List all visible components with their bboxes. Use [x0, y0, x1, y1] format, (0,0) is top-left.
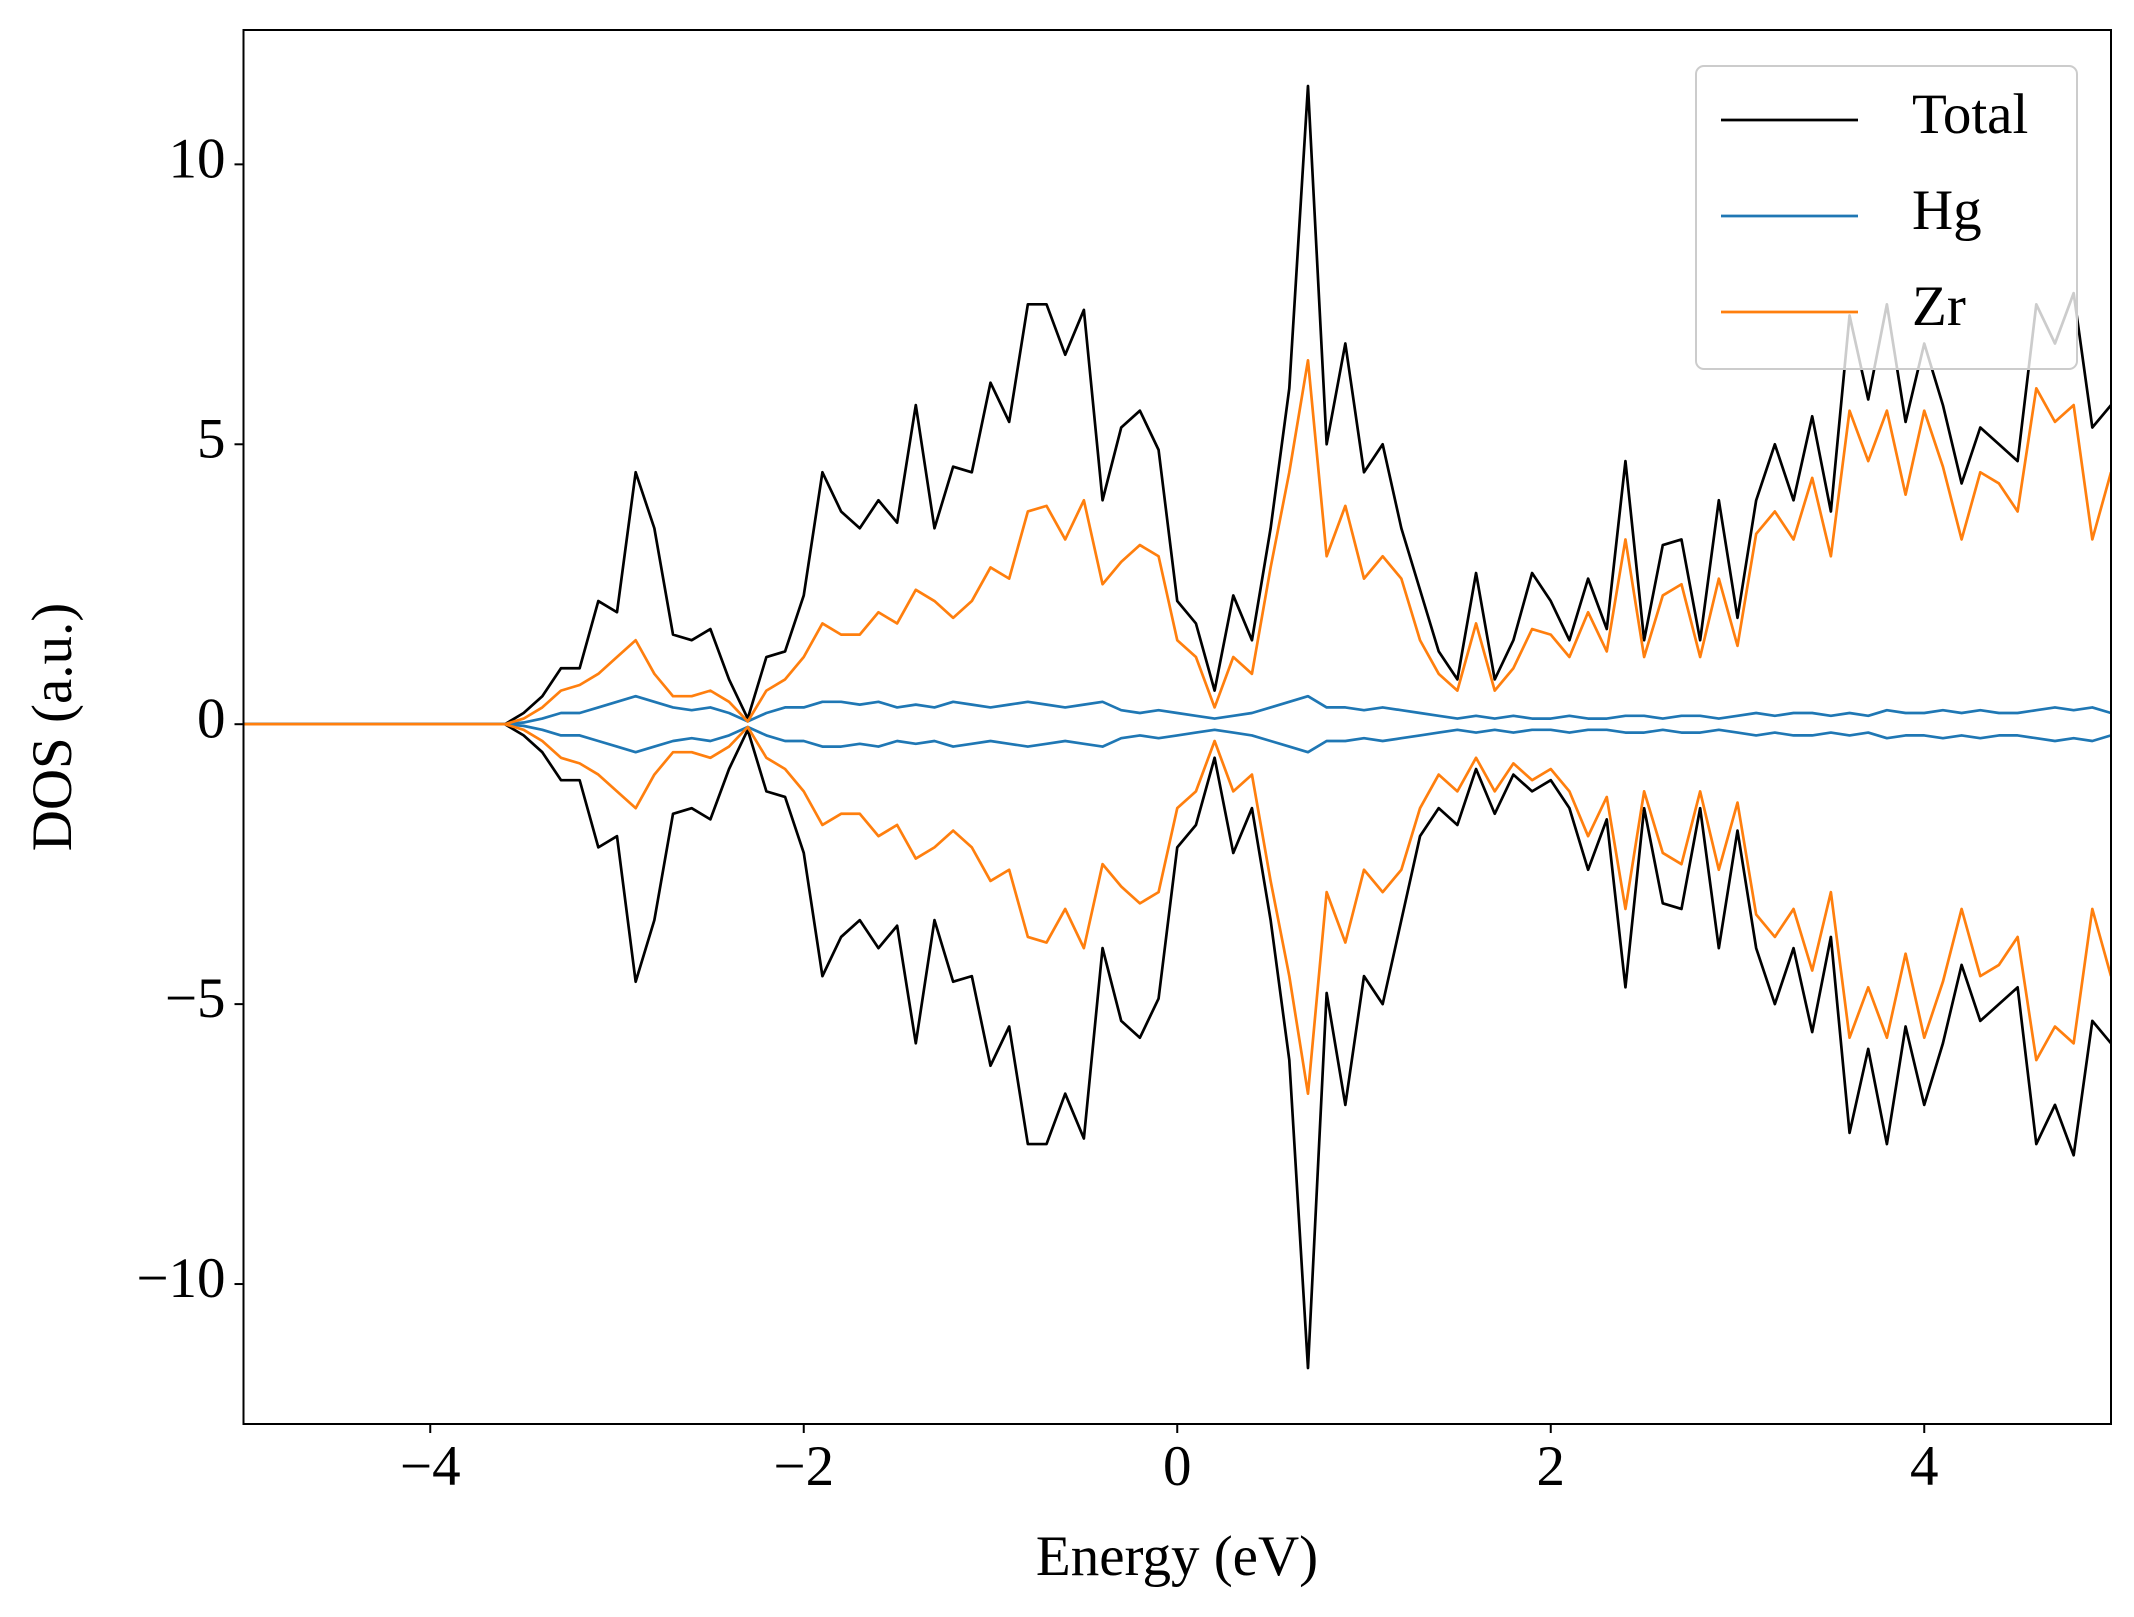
y-tick-label: −10	[136, 1247, 225, 1310]
y-tick-label: 0	[197, 687, 226, 750]
x-tick-label: 0	[1163, 1435, 1192, 1498]
legend-label: Hg	[1912, 179, 1982, 242]
x-tick-label: 2	[1537, 1435, 1566, 1498]
dos-line	[243, 722, 2111, 1096]
dos-line	[243, 722, 2111, 754]
y-tick-label: −5	[165, 967, 226, 1030]
dos-line	[243, 722, 2111, 1370]
y-axis-label: DOS (a.u.)	[21, 603, 84, 852]
legend-label: Zr	[1912, 275, 1966, 338]
x-axis-label: Energy (eV)	[1036, 1525, 1318, 1588]
dos-line	[243, 694, 2111, 726]
legend-label: Total	[1912, 83, 2028, 146]
y-tick-label: 5	[197, 407, 226, 470]
x-tick-label: −4	[400, 1435, 461, 1498]
dos-line	[243, 358, 2111, 726]
x-tick-label: −2	[773, 1435, 834, 1498]
legend-box	[1695, 65, 2078, 370]
x-tick-label: 4	[1910, 1435, 1939, 1498]
y-tick-label: 10	[169, 127, 226, 190]
dos-line	[243, 84, 2111, 726]
